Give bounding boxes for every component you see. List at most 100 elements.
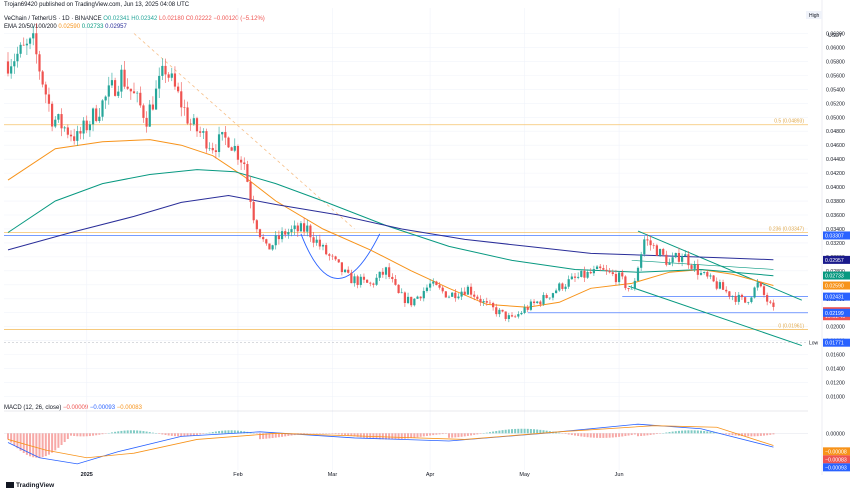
macd-line-value: −0.00093 xyxy=(89,405,116,411)
ema100-value: 0.02957 xyxy=(105,24,127,30)
macd-bar xyxy=(753,433,756,437)
macd-bar xyxy=(646,433,649,436)
candle-body xyxy=(63,127,66,129)
macd-bar xyxy=(466,433,469,436)
macd-bar xyxy=(712,432,715,434)
price-badge-text: 0.02733 xyxy=(825,274,844,280)
macd-label: MACD (12, 26, close) xyxy=(4,405,62,411)
macd-bar xyxy=(142,431,145,434)
price-badge xyxy=(823,255,850,264)
candle-body xyxy=(630,288,633,290)
candle-body xyxy=(246,164,249,182)
candle-body xyxy=(425,287,429,291)
macd-bar xyxy=(98,433,101,435)
candle-body xyxy=(343,269,347,273)
macd-bar xyxy=(759,433,762,436)
candle-body xyxy=(388,267,391,277)
candle-body xyxy=(192,118,195,125)
macd-bar xyxy=(95,433,98,436)
macd-bar xyxy=(391,433,394,440)
candle-body xyxy=(536,301,539,304)
macd-bar xyxy=(740,433,743,437)
candle-body xyxy=(183,107,186,109)
month-label: Apr xyxy=(426,472,435,478)
macd-bar xyxy=(70,433,72,436)
candle-body xyxy=(205,131,208,149)
macd-bar xyxy=(558,432,561,434)
candle-body xyxy=(447,296,451,298)
candle-body xyxy=(422,290,425,299)
macd-bar xyxy=(416,433,419,438)
candle-body xyxy=(258,229,262,238)
candle-body xyxy=(271,245,274,250)
candle-body xyxy=(583,270,586,278)
macd-bar xyxy=(763,433,765,436)
candle-body xyxy=(403,292,406,304)
macd-bar xyxy=(425,433,428,436)
tradingview-logo[interactable]: TradingView xyxy=(6,482,54,489)
macd-bar xyxy=(394,433,397,440)
candle-body xyxy=(636,267,640,281)
macd-bar xyxy=(674,431,677,434)
macd-bar xyxy=(356,433,359,437)
ema-legend[interactable]: EMA 20/50/100/200 0.02590 0.02733 0.0295… xyxy=(4,24,127,30)
macd-bar xyxy=(495,431,498,434)
macd-bar xyxy=(47,433,50,455)
macd-bar xyxy=(407,433,410,439)
candle-body xyxy=(101,100,104,117)
price-tick: 0.06200 xyxy=(826,31,845,37)
price-tick: 0.01200 xyxy=(826,381,845,387)
macd-bar xyxy=(262,433,265,439)
macd-bar xyxy=(60,433,63,446)
candle-body xyxy=(454,292,457,299)
time-axis[interactable]: 2025 Feb Mar Apr May Jun xyxy=(81,472,624,478)
macd-bar xyxy=(88,433,91,437)
candle-body xyxy=(211,147,214,151)
candle-body xyxy=(539,301,542,305)
candle-body xyxy=(737,294,740,302)
candle-body xyxy=(759,282,762,287)
macd-bar xyxy=(438,433,441,435)
macd-bar xyxy=(441,433,444,435)
macd-bar xyxy=(529,428,532,434)
candle-body xyxy=(362,276,366,280)
candle-body xyxy=(299,223,303,232)
candle-body xyxy=(595,266,599,270)
price-tick: 0.02000 xyxy=(826,325,845,331)
macd-bar xyxy=(126,430,129,434)
candle-body xyxy=(334,256,337,260)
macd-bar xyxy=(158,433,161,434)
candle-body xyxy=(690,265,693,269)
macd-bar xyxy=(668,432,671,434)
candle-body xyxy=(22,44,25,46)
candle-body xyxy=(104,96,107,101)
macd-bar xyxy=(592,433,595,438)
macd-legend[interactable]: MACD (12, 26, close) −0.00009 −0.00093 −… xyxy=(4,405,142,411)
cup-curve xyxy=(300,233,381,279)
price-tick: 0.04800 xyxy=(826,129,845,135)
macd-bar xyxy=(120,430,123,434)
price-tick: 0.05000 xyxy=(826,115,845,121)
macd-bar xyxy=(706,431,709,434)
candle-body xyxy=(148,104,151,127)
candle-body xyxy=(353,276,356,284)
macd-badge-text: −0.00083 xyxy=(825,457,847,463)
candle-body xyxy=(19,44,22,54)
candle-body xyxy=(605,269,608,271)
candle-body xyxy=(98,116,101,122)
macd-bar xyxy=(586,433,589,438)
price-tick: 0.05800 xyxy=(826,59,845,65)
high-tag xyxy=(806,11,822,19)
candle-body xyxy=(592,269,595,274)
candle-body xyxy=(413,298,416,306)
candle-body xyxy=(504,311,507,319)
macd-bar xyxy=(268,433,271,439)
macd-bar xyxy=(211,432,214,434)
candle-body xyxy=(252,201,255,221)
candle-body xyxy=(41,71,44,85)
candle-body xyxy=(154,88,158,110)
signal-line xyxy=(7,425,774,459)
macd-bar xyxy=(35,433,38,458)
macd-bar xyxy=(202,433,205,434)
